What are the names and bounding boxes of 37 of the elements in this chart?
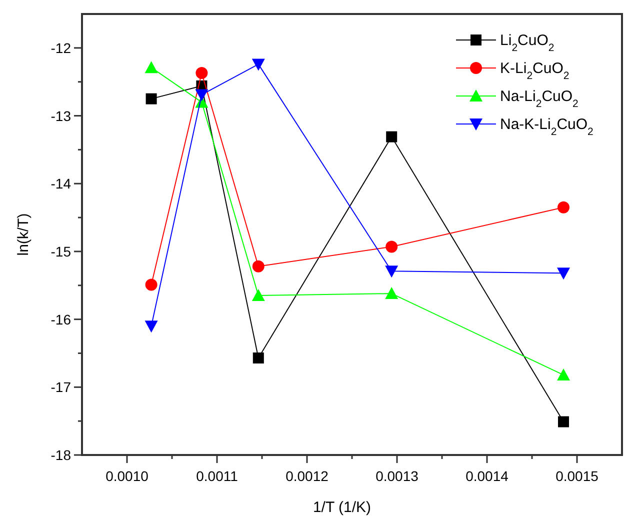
point <box>252 352 264 364</box>
point <box>196 67 208 80</box>
point <box>386 240 398 253</box>
point <box>252 58 265 71</box>
point <box>145 278 158 291</box>
point <box>557 268 570 280</box>
x-tick-label: 0.0011 <box>196 468 238 484</box>
y-tick-label: -14 <box>50 176 72 192</box>
legend-label: Na-K-Li$_{2}$CuO$_{2}$ <box>500 116 594 138</box>
point <box>144 320 158 333</box>
y-tick-label: -13 <box>50 108 72 124</box>
y-tick-label: -16 <box>50 311 72 328</box>
point <box>144 61 158 74</box>
x-tick-label: 0.0010 <box>106 468 149 484</box>
point <box>385 266 398 278</box>
point <box>558 201 570 214</box>
point <box>385 287 398 300</box>
x-tick-label: 0.0015 <box>556 468 599 484</box>
point <box>386 131 398 142</box>
point <box>146 93 157 104</box>
legend-label: Li$_{2}$CuO$_{2}$ <box>500 32 554 54</box>
point <box>558 416 569 428</box>
point <box>252 289 265 302</box>
x-tick-label: 0.0012 <box>286 468 329 484</box>
legend-label: K-Li$_{2}$CuO$_{2}$ <box>500 60 570 82</box>
x-tick-label: 0.0014 <box>466 468 509 484</box>
y-tick-label: -12 <box>50 40 72 56</box>
point <box>252 260 264 272</box>
point <box>195 89 208 102</box>
x-tick-label: 0.0013 <box>376 468 419 484</box>
x-axis-title: 1/T (1/K) <box>312 499 372 516</box>
y-axis-title: ln(k/T) <box>15 213 32 256</box>
y-tick-label: -18 <box>50 447 72 463</box>
y-tick-label: -15 <box>50 243 72 260</box>
point <box>557 368 570 380</box>
legend-label: Na-Li$_{2}$CuO$_{2}$ <box>500 88 579 110</box>
y-tick-label: -17 <box>50 379 72 396</box>
